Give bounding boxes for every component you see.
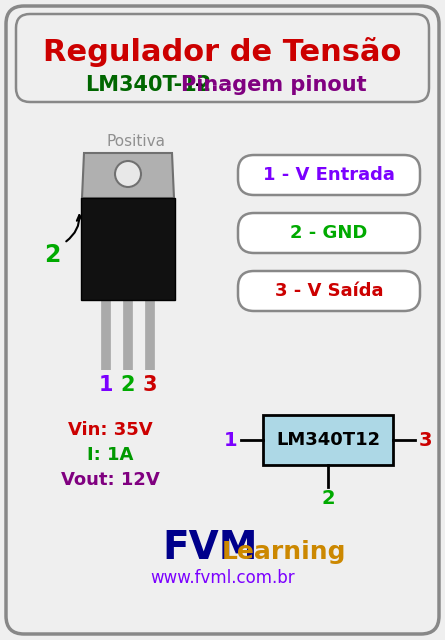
Text: Vin: 35V: Vin: 35V [68, 421, 152, 439]
Circle shape [115, 161, 141, 187]
Text: 1 - V Entrada: 1 - V Entrada [263, 166, 395, 184]
Text: Learning: Learning [222, 540, 347, 564]
Text: Pinagem pinout: Pinagem pinout [181, 75, 366, 95]
Text: LM340T-12 - Pinagem pinout: LM340T-12 - Pinagem pinout [212, 84, 233, 86]
Text: Vout: 12V: Vout: 12V [61, 471, 159, 489]
Text: 3 - V Saída: 3 - V Saída [275, 282, 383, 300]
Text: Regulador de Tensão: Regulador de Tensão [43, 37, 402, 67]
Text: 2: 2 [121, 375, 135, 395]
FancyBboxPatch shape [238, 155, 420, 195]
Text: 3: 3 [143, 375, 157, 395]
Text: LM340T-12: LM340T-12 [85, 75, 212, 95]
Text: 1: 1 [99, 375, 113, 395]
Text: Positiva: Positiva [106, 134, 166, 150]
FancyBboxPatch shape [16, 14, 429, 102]
Text: FVM: FVM [162, 529, 258, 567]
Text: 3: 3 [418, 431, 432, 449]
Text: 2: 2 [44, 243, 60, 267]
Text: www.fvml.com.br: www.fvml.com.br [150, 569, 295, 587]
Text: 1: 1 [224, 431, 238, 449]
FancyBboxPatch shape [6, 6, 439, 634]
Text: 2: 2 [321, 490, 335, 509]
Polygon shape [82, 153, 174, 198]
Text: I: 1A: I: 1A [87, 446, 133, 464]
FancyBboxPatch shape [238, 213, 420, 253]
Bar [263, 415, 393, 465]
Text: -: - [195, 75, 204, 95]
Bar [81, 198, 175, 300]
FancyBboxPatch shape [238, 271, 420, 311]
Text: LM340T12: LM340T12 [276, 431, 380, 449]
Text: 2 - GND: 2 - GND [290, 224, 368, 242]
